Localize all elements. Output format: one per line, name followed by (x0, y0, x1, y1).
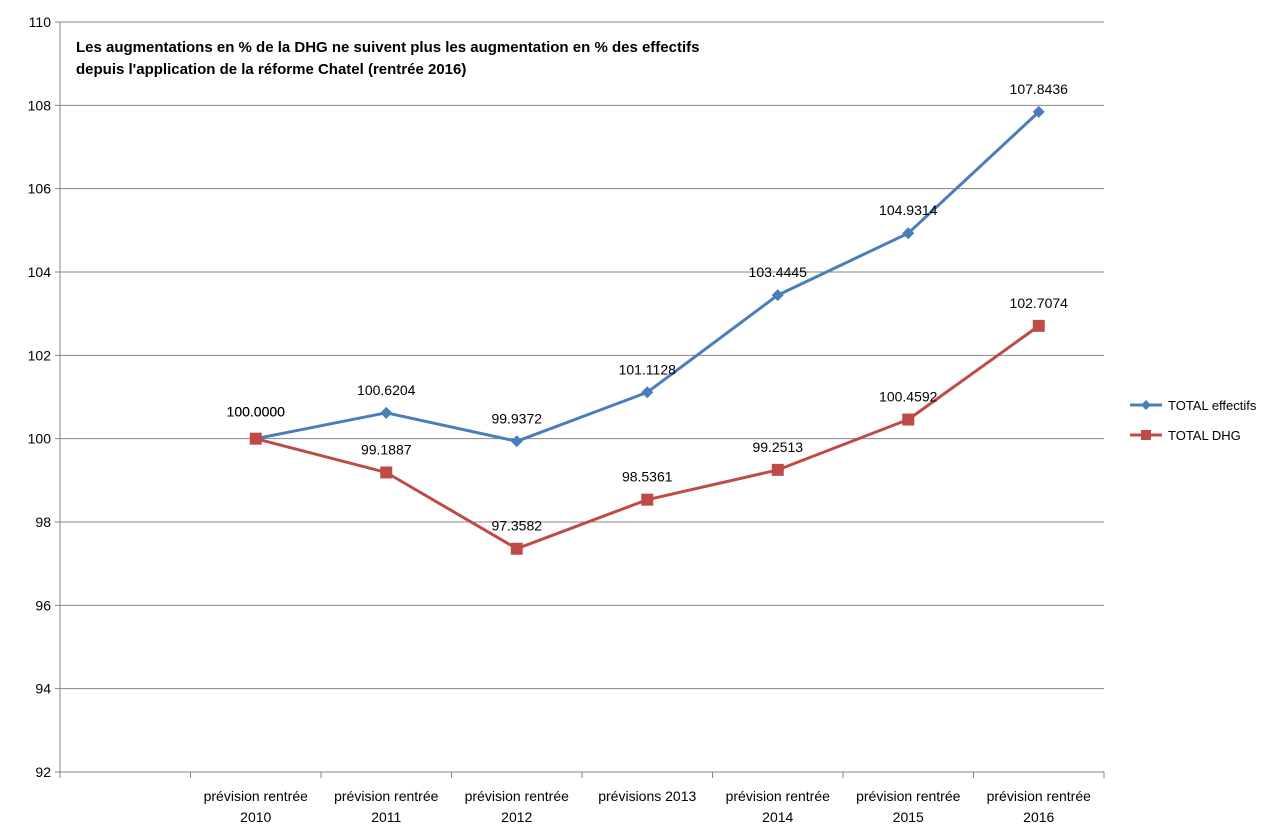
data-label: 103.4445 (749, 264, 808, 280)
data-label: 99.2513 (752, 439, 803, 455)
y-tick-label: 106 (28, 181, 52, 197)
data-point (1032, 105, 1045, 118)
chart-title: Les augmentations en % de la DHG ne suiv… (76, 39, 699, 56)
data-point (380, 406, 393, 419)
x-tick-label: 2014 (762, 809, 793, 825)
data-label: 100.0000 (227, 404, 286, 420)
x-tick-label: prévision rentrée (856, 788, 960, 804)
legend-label: TOTAL effectifs (1168, 398, 1257, 413)
legend-marker (1141, 400, 1151, 410)
y-tick-label: 102 (28, 347, 52, 363)
data-point (510, 435, 523, 448)
data-point (249, 432, 262, 445)
data-point (902, 413, 915, 426)
x-tick-label: 2012 (501, 809, 532, 825)
y-tick-label: 104 (28, 264, 52, 280)
y-tick-label: 92 (35, 764, 51, 780)
data-point (771, 463, 784, 476)
x-tick-label: 2011 (371, 809, 401, 825)
data-point (641, 386, 654, 399)
series-line (255, 324, 1040, 551)
data-point (380, 466, 393, 479)
data-label: 104.9314 (879, 202, 938, 218)
x-tick-label: prévisions 2013 (598, 788, 696, 804)
x-tick-label: prévision rentrée (465, 788, 569, 804)
x-tick-label: prévision rentrée (204, 788, 308, 804)
data-point (641, 493, 654, 506)
data-label: 97.3582 (491, 518, 542, 534)
data-label: 100.6204 (357, 382, 416, 398)
x-tick-label: 2010 (240, 809, 271, 825)
x-tick-label: prévision rentrée (726, 788, 830, 804)
data-point (1032, 319, 1045, 332)
data-label: 102.7074 (1010, 295, 1069, 311)
data-label: 101.1128 (619, 361, 677, 377)
x-tick-label: prévision rentrée (334, 788, 438, 804)
x-tick-label: prévision rentrée (987, 788, 1091, 804)
y-tick-label: 110 (29, 14, 52, 30)
legend-marker (1141, 430, 1151, 440)
data-label: 98.5361 (622, 469, 673, 485)
chart-title: depuis l'application de la réforme Chate… (76, 61, 466, 78)
y-tick-label: 94 (35, 681, 51, 697)
y-tick-label: 100 (28, 431, 52, 447)
data-label: 107.8436 (1010, 81, 1069, 97)
data-point (510, 542, 523, 555)
data-label: 99.9372 (491, 410, 542, 426)
data-point (902, 227, 915, 240)
legend-label: TOTAL DHG (1168, 428, 1241, 443)
x-tick-label: 2016 (1023, 809, 1054, 825)
x-tick-label: 2015 (893, 809, 924, 825)
data-label: 100.4592 (879, 389, 938, 405)
data-point (771, 289, 784, 302)
data-label: 100.0000 (227, 404, 286, 420)
y-tick-label: 96 (35, 597, 51, 613)
data-label: 99.1887 (361, 441, 412, 457)
y-tick-label: 98 (35, 514, 51, 530)
y-tick-label: 108 (28, 97, 52, 113)
